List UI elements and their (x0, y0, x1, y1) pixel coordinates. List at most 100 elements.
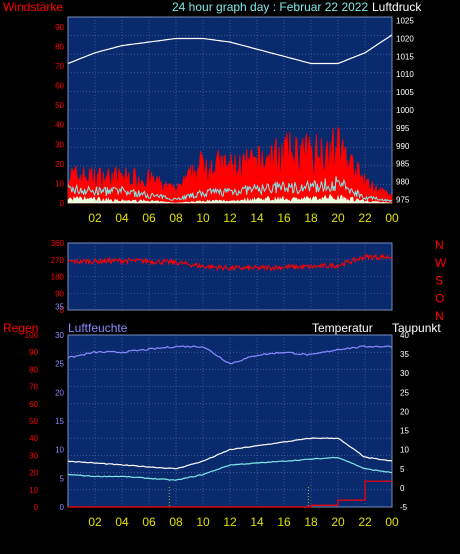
x-tick-label: 02 (88, 211, 102, 225)
wind-tick-label: 80 (55, 42, 64, 51)
rain-tick-label: 50 (29, 417, 38, 426)
rain-axis-title: Regen (3, 321, 39, 335)
direction-tick-label: 270 (51, 256, 65, 265)
pressure-tick-label: 985 (396, 160, 410, 169)
direction-compass-label: N (435, 238, 444, 252)
x-tick-label: 04 (115, 211, 129, 225)
direction-series (67, 253, 393, 272)
x-tick-label: 16 (277, 515, 291, 529)
pressure-tick-label: 1010 (396, 70, 414, 79)
rain-series (68, 480, 392, 508)
rain-tick-label: 90 (29, 348, 38, 357)
rain-tick-label: 80 (29, 365, 38, 374)
x-tick-label: 08 (169, 211, 183, 225)
temperature-tick-label: 30 (400, 369, 409, 378)
wind-axis-title: Windstärke (3, 0, 64, 14)
humidity-tick-label: 35 (55, 302, 64, 311)
x-tick-label: 16 (277, 211, 291, 225)
temperature-tick-label: 0 (400, 484, 405, 493)
x-tick-label: 18 (304, 211, 318, 225)
temperature-tick-label: 20 (400, 407, 409, 416)
x-tick-label: 20 (331, 211, 345, 225)
x-tick-label: 00 (385, 211, 399, 225)
wind-tick-label: 0 (60, 199, 65, 208)
rain-tick-label: 40 (29, 434, 38, 443)
wind-tick-label: 40 (55, 121, 64, 130)
temperature-tick-label: 15 (400, 427, 409, 436)
x-tick-label: 14 (250, 211, 264, 225)
wind-tick-label: 50 (55, 101, 64, 110)
humidity-tick-label: 20 (55, 388, 64, 397)
pressure-tick-label: 1015 (396, 52, 414, 61)
pressure-tick-label: 1025 (396, 17, 414, 26)
x-tick-label: 00 (385, 515, 399, 529)
direction-compass-label: O (435, 291, 444, 305)
humidity-tick-label: 0 (60, 503, 65, 512)
temperature-axis-title: Temperatur (312, 321, 373, 335)
wind-tick-label: 30 (55, 140, 64, 149)
temperature-tick-label: 25 (400, 388, 409, 397)
dewpoint-axis-title: Taupunkt (392, 321, 441, 335)
pressure-tick-label: 995 (396, 124, 410, 133)
direction-compass-label: W (435, 256, 447, 270)
humidity-tick-label: 30 (55, 331, 64, 340)
x-tick-label: 22 (358, 515, 372, 529)
humidity-axis-title: Luftfeuchte (68, 321, 128, 335)
humidity-series (67, 345, 393, 365)
x-tick-label: 06 (142, 515, 156, 529)
temperature-series (67, 437, 393, 470)
wind-tick-label: 60 (55, 82, 64, 91)
wind-min-series (67, 193, 393, 204)
temperature-tick-label: 5 (400, 465, 405, 474)
x-tick-label: 10 (196, 515, 210, 529)
direction-compass-label: N (435, 309, 444, 323)
rain-tick-label: 20 (29, 469, 38, 478)
humidity-tick-label: 25 (55, 360, 64, 369)
pressure-tick-label: 1020 (396, 34, 414, 43)
x-tick-label: 12 (223, 211, 237, 225)
humidity-tick-label: 5 (60, 474, 65, 483)
temperature-tick-label: 35 (400, 350, 409, 359)
x-tick-label: 02 (88, 515, 102, 529)
pressure-series (67, 34, 393, 65)
x-tick-label: 10 (196, 211, 210, 225)
pressure-tick-label: 975 (396, 195, 410, 204)
direction-tick-label: 90 (55, 289, 64, 298)
x-tick-label: 08 (169, 515, 183, 529)
x-tick-label: 18 (304, 515, 318, 529)
direction-tick-label: 180 (51, 273, 65, 282)
rain-tick-label: 0 (34, 503, 39, 512)
rain-tick-label: 70 (29, 383, 38, 392)
wind-tick-label: 90 (55, 23, 64, 32)
pressure-tick-label: 1005 (396, 88, 414, 97)
chart-title: 24 hour graph day : Februar 22 2022 (172, 0, 369, 14)
pressure-axis-title: Luftdruck (372, 0, 422, 14)
dewpoint-series (67, 456, 393, 481)
x-tick-label: 14 (250, 515, 264, 529)
wind-mean-series (67, 176, 393, 203)
pressure-tick-label: 980 (396, 178, 410, 187)
direction-tick-label: 360 (51, 239, 65, 248)
humidity-tick-label: 10 (55, 446, 64, 455)
wind-tick-label: 20 (55, 160, 64, 169)
rain-tick-label: 100 (25, 331, 39, 340)
humidity-tick-label: 15 (55, 417, 64, 426)
x-tick-label: 12 (223, 515, 237, 529)
direction-compass-label: S (435, 274, 443, 288)
temperature-tick-label: 10 (400, 446, 409, 455)
rain-tick-label: 60 (29, 400, 38, 409)
rain-tick-label: 30 (29, 451, 38, 460)
rain-tick-label: 10 (29, 486, 38, 495)
temperature-tick-label: -5 (400, 503, 408, 512)
x-tick-label: 20 (331, 515, 345, 529)
pressure-tick-label: 990 (396, 142, 410, 151)
x-tick-label: 04 (115, 515, 129, 529)
wind-tick-label: 10 (55, 179, 64, 188)
wind-tick-label: 70 (55, 62, 64, 71)
temperature-tick-label: 40 (400, 331, 409, 340)
direction-tick-label: 0 (60, 306, 65, 315)
pressure-tick-label: 1000 (396, 106, 414, 115)
x-tick-label: 06 (142, 211, 156, 225)
x-tick-label: 22 (358, 211, 372, 225)
